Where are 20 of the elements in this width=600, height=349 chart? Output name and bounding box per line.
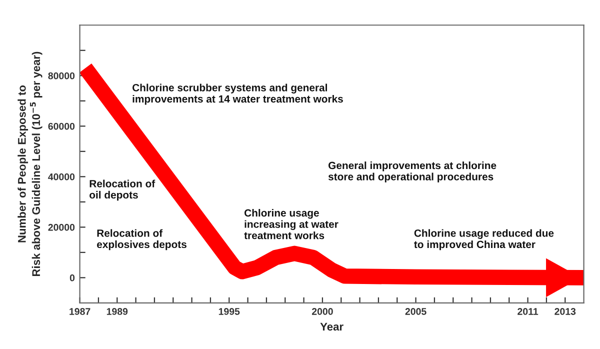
x-tick-label: 2013 <box>554 308 576 315</box>
x-tick-label: 2000 <box>312 308 333 315</box>
x-tick-label: 2005 <box>405 308 426 315</box>
x-axis-title: Year <box>320 322 344 331</box>
annotation: General improvements at chlorine store and operational procedures <box>328 162 496 182</box>
y-tick-label: 20000 <box>48 224 75 231</box>
x-tick-label: 1987 <box>70 308 90 315</box>
annotation: Relocation of explosives depots <box>97 229 186 250</box>
annotation: Chlorine scrubber systems and general improvements at 14 water treatment works <box>132 84 343 105</box>
y-tick-label: 0 <box>70 274 75 282</box>
y-tick-label: 40000 <box>48 173 75 180</box>
y-tick-label: 60000 <box>48 122 75 130</box>
y-axis-title: Number of People Exposed to Risk above Guideline Level (10$^{−5}$ per year) <box>18 52 42 276</box>
annotation: Chlorine usage increasing at water treatment works <box>244 208 338 240</box>
x-tick-label: 2011 <box>518 308 538 315</box>
annotation: Relocation of oil depots <box>90 180 156 201</box>
y-tick-label: 80000 <box>48 72 75 80</box>
x-tick-label: 1995 <box>218 308 240 315</box>
x-tick-label: 1989 <box>106 308 128 315</box>
annotation: Chlorine usage reduced due to improved China water <box>414 229 554 250</box>
